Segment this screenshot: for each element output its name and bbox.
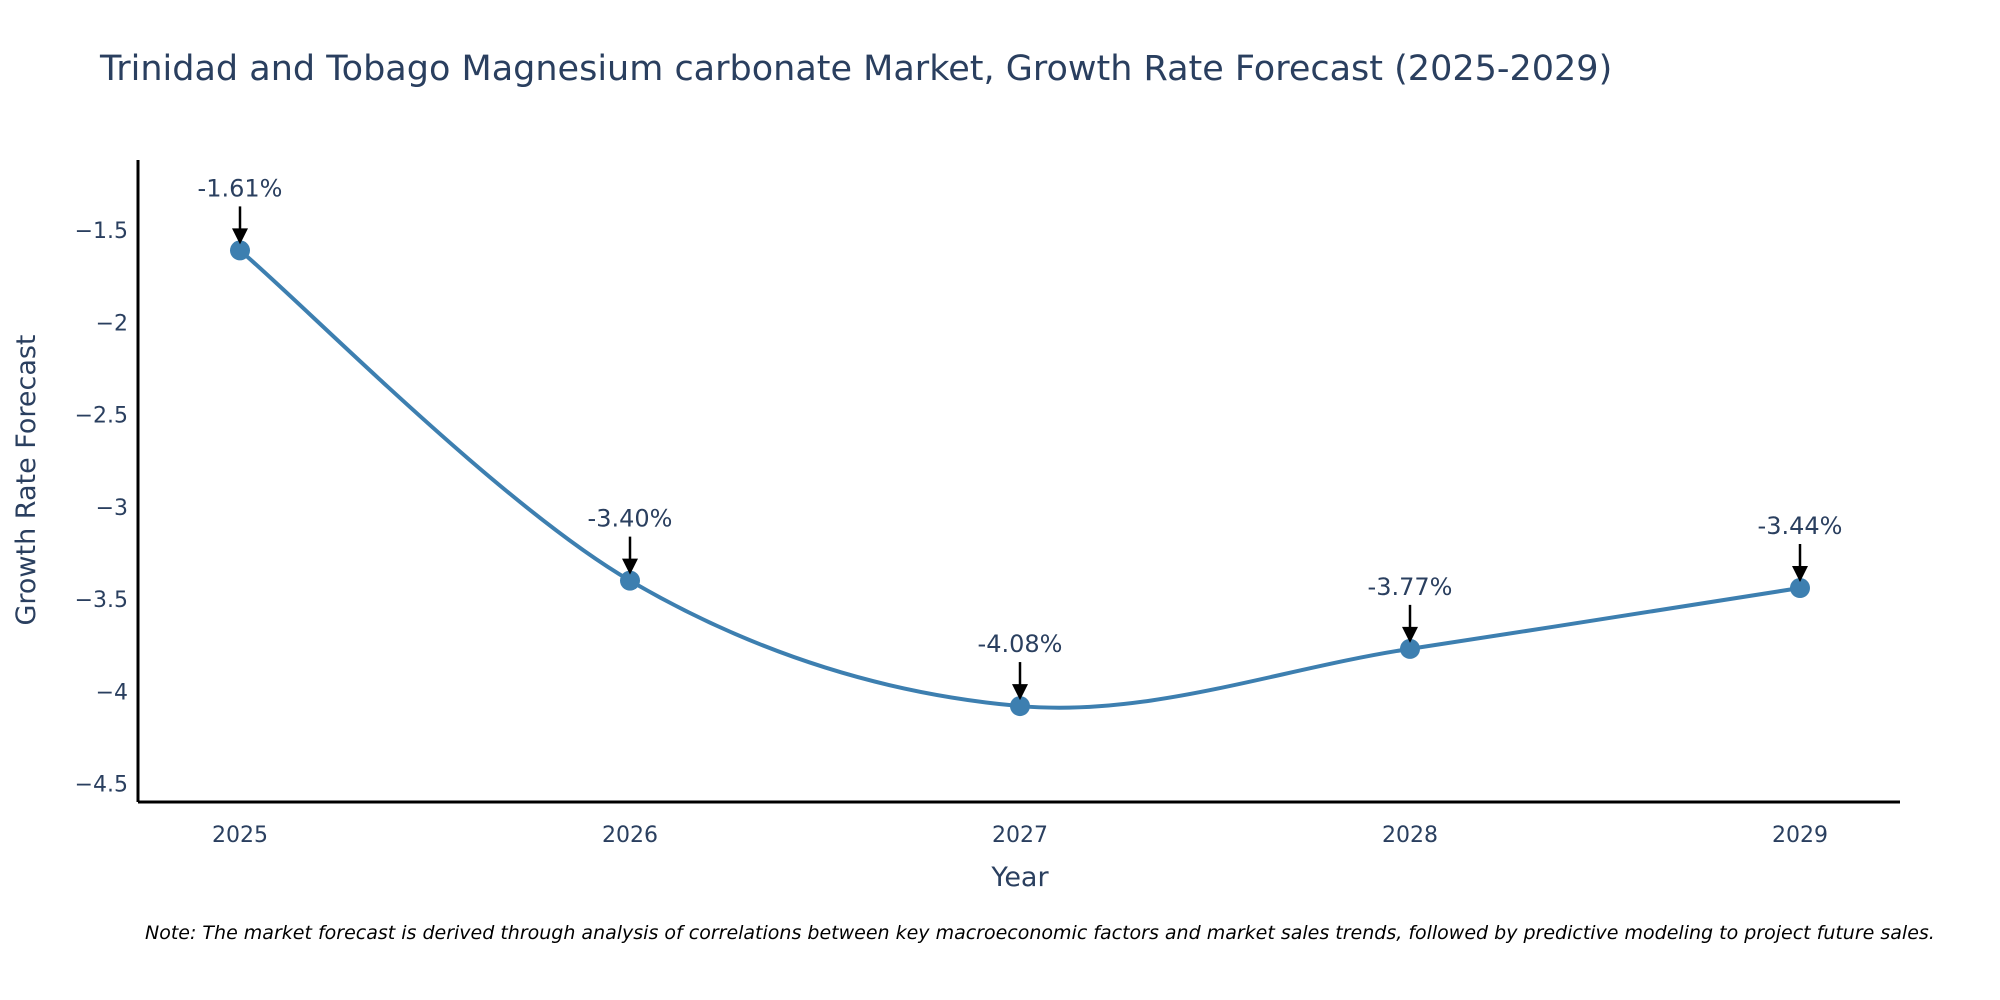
- y-tick-label: −4: [96, 680, 128, 705]
- y-tick-label: −1.5: [75, 219, 128, 244]
- annotation-arrow-head: [1402, 626, 1418, 643]
- data-label-2027: -4.08%: [978, 630, 1063, 658]
- y-tick-label: −3: [96, 496, 128, 521]
- y-tick-label: −2.5: [75, 404, 128, 429]
- forecast-note: Note: The market forecast is derived thr…: [145, 922, 1935, 944]
- data-labels: -1.61% -3.40% -4.08% -3.77% -3.44%: [198, 174, 1843, 701]
- data-point-2028[interactable]: [1400, 638, 1420, 659]
- x-tick-label: 2028: [1382, 823, 1438, 848]
- y-axis-title: Growth Rate Forecast: [11, 334, 42, 625]
- annotation-arrow-head: [1792, 566, 1808, 582]
- data-point-2025[interactable]: [230, 240, 250, 261]
- y-tick-label: −2: [96, 311, 128, 336]
- x-axis-title: Year: [990, 862, 1049, 893]
- y-tick-label: −4.5: [75, 773, 128, 798]
- annotation-arrow-head: [1012, 684, 1028, 701]
- data-label-2028: -3.77%: [1368, 573, 1453, 601]
- data-label-2026: -3.40%: [588, 505, 673, 533]
- x-tick-label: 2027: [992, 823, 1048, 848]
- data-label-2029: -3.44%: [1758, 512, 1843, 540]
- annotation-arrow-head: [232, 228, 248, 245]
- data-point-2029[interactable]: [1790, 578, 1810, 598]
- data-point-2027[interactable]: [1010, 696, 1030, 717]
- axes: −1.5 −2 −2.5 −3 −3.5 −4 −4.5 2025 2026 2027 2028 20…: [75, 160, 1900, 848]
- x-tick-label: 2026: [602, 823, 658, 848]
- data-point-2026[interactable]: [620, 570, 640, 591]
- chart-title: Trinidad and Tobago Magnesium carbonate …: [99, 49, 1612, 89]
- x-tick-label: 2029: [1772, 823, 1828, 848]
- x-tick-label: 2025: [212, 823, 268, 848]
- data-label-2025: -1.61%: [198, 174, 283, 202]
- annotation-arrow-head: [622, 558, 638, 575]
- plot-area: [230, 240, 1810, 717]
- y-tick-label: −3.5: [75, 588, 128, 613]
